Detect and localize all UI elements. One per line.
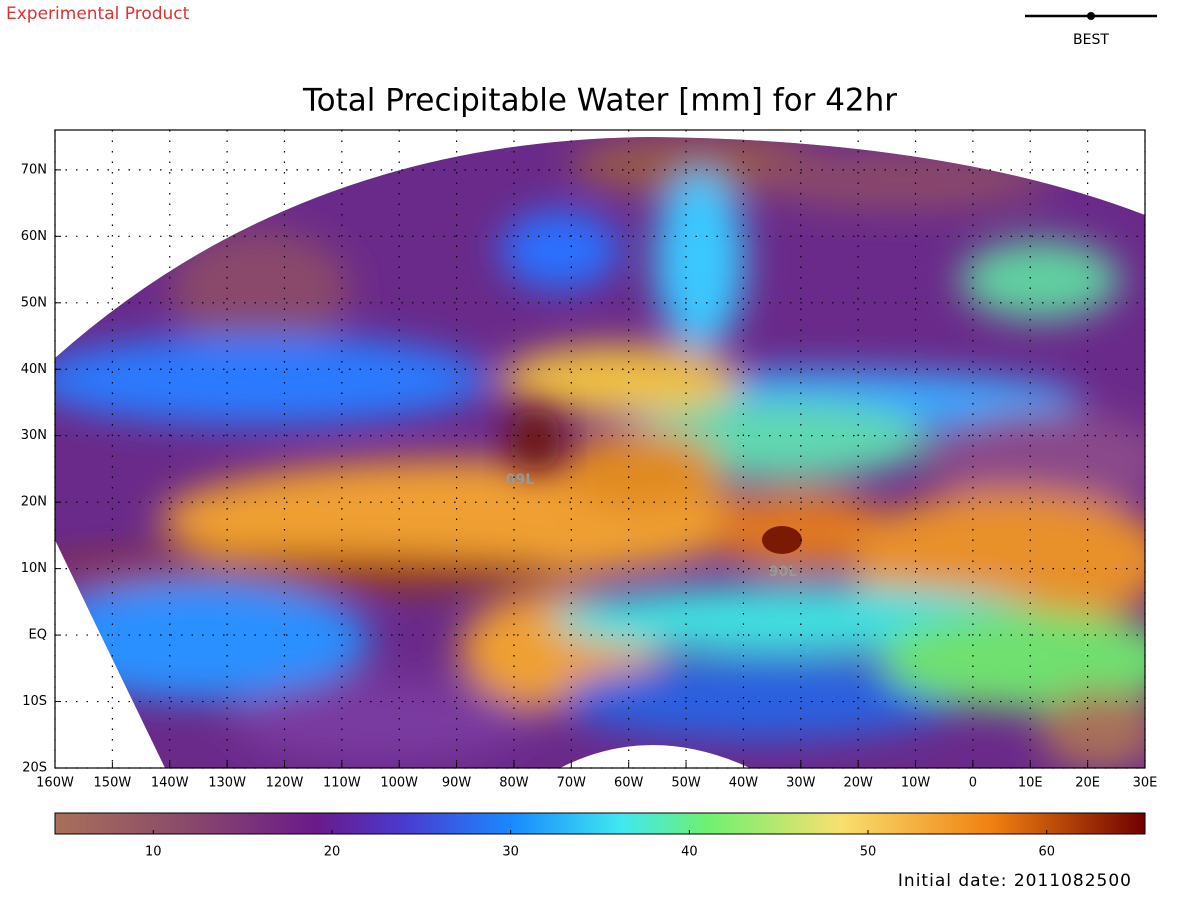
colorbar-tick-label: 10 — [145, 845, 162, 860]
x-tick-label: 30E — [1133, 776, 1158, 791]
y-tick-label: 40N — [21, 362, 47, 377]
x-tick-label: 20W — [843, 776, 873, 791]
x-tick-label: 160W — [36, 776, 74, 791]
x-tick-label: 110W — [323, 776, 361, 791]
x-tick-label: 10E — [1018, 776, 1043, 791]
y-tick-label: 10N — [21, 561, 47, 576]
y-tick-label: 10S — [22, 694, 47, 709]
x-tick-label: 60W — [614, 776, 644, 791]
colorbar — [54, 812, 1146, 835]
legend-label: BEST — [1073, 32, 1109, 48]
x-tick-label: 10W — [901, 776, 931, 791]
colorbar-ticks: 10 20 30 40 50 60 — [145, 830, 1055, 860]
map-frame — [54, 129, 1146, 769]
legend-dot — [1087, 12, 1095, 20]
x-tick-label: 150W — [94, 776, 132, 791]
y-tick-label: 20N — [21, 495, 47, 510]
x-tick-label: 20E — [1075, 776, 1100, 791]
colorbar-tick-label: 60 — [1038, 845, 1055, 860]
x-tick-label: 120W — [266, 776, 304, 791]
x-tick-label: 100W — [380, 776, 418, 791]
x-tick-label: 80W — [499, 776, 529, 791]
colorbar-tick-label: 30 — [502, 845, 519, 860]
x-tick-label: 70W — [557, 776, 587, 791]
map-axes: 160W 150W 140W 130W 120W 110W 100W 90W 80W 70W 60W… — [21, 130, 1158, 791]
y-tick-label: EQ — [29, 628, 47, 643]
x-tick-label: 130W — [208, 776, 246, 791]
x-tick-label: 0 — [969, 776, 977, 791]
run-legend: BEST — [1025, 12, 1157, 48]
storm-label: 90L — [769, 564, 797, 580]
y-tick-label: 50N — [21, 295, 47, 310]
x-tick-label: 30W — [786, 776, 816, 791]
x-tick-label: 140W — [151, 776, 189, 791]
colorbar-tick-label: 20 — [324, 845, 341, 860]
storm-label: 09L — [506, 472, 534, 488]
map-title: Total Precipitable Water [mm] for 42hr — [302, 83, 897, 119]
y-tick-label: 30N — [21, 428, 47, 443]
initial-date: Initial date: 2011082500 — [898, 871, 1132, 891]
y-tick-label: 20S — [22, 761, 47, 776]
x-tick-label: 90W — [442, 776, 472, 791]
y-tick-label: 60N — [21, 229, 47, 244]
precip-field — [55, 137, 1145, 768]
x-tick-label: 40W — [729, 776, 759, 791]
watermark: Experimental Product — [6, 4, 190, 24]
colorbar-tick-label: 40 — [681, 845, 698, 860]
colorbar-tick-label: 50 — [860, 845, 877, 860]
x-tick-label: 50W — [671, 776, 701, 791]
y-tick-label: 70N — [21, 162, 47, 177]
